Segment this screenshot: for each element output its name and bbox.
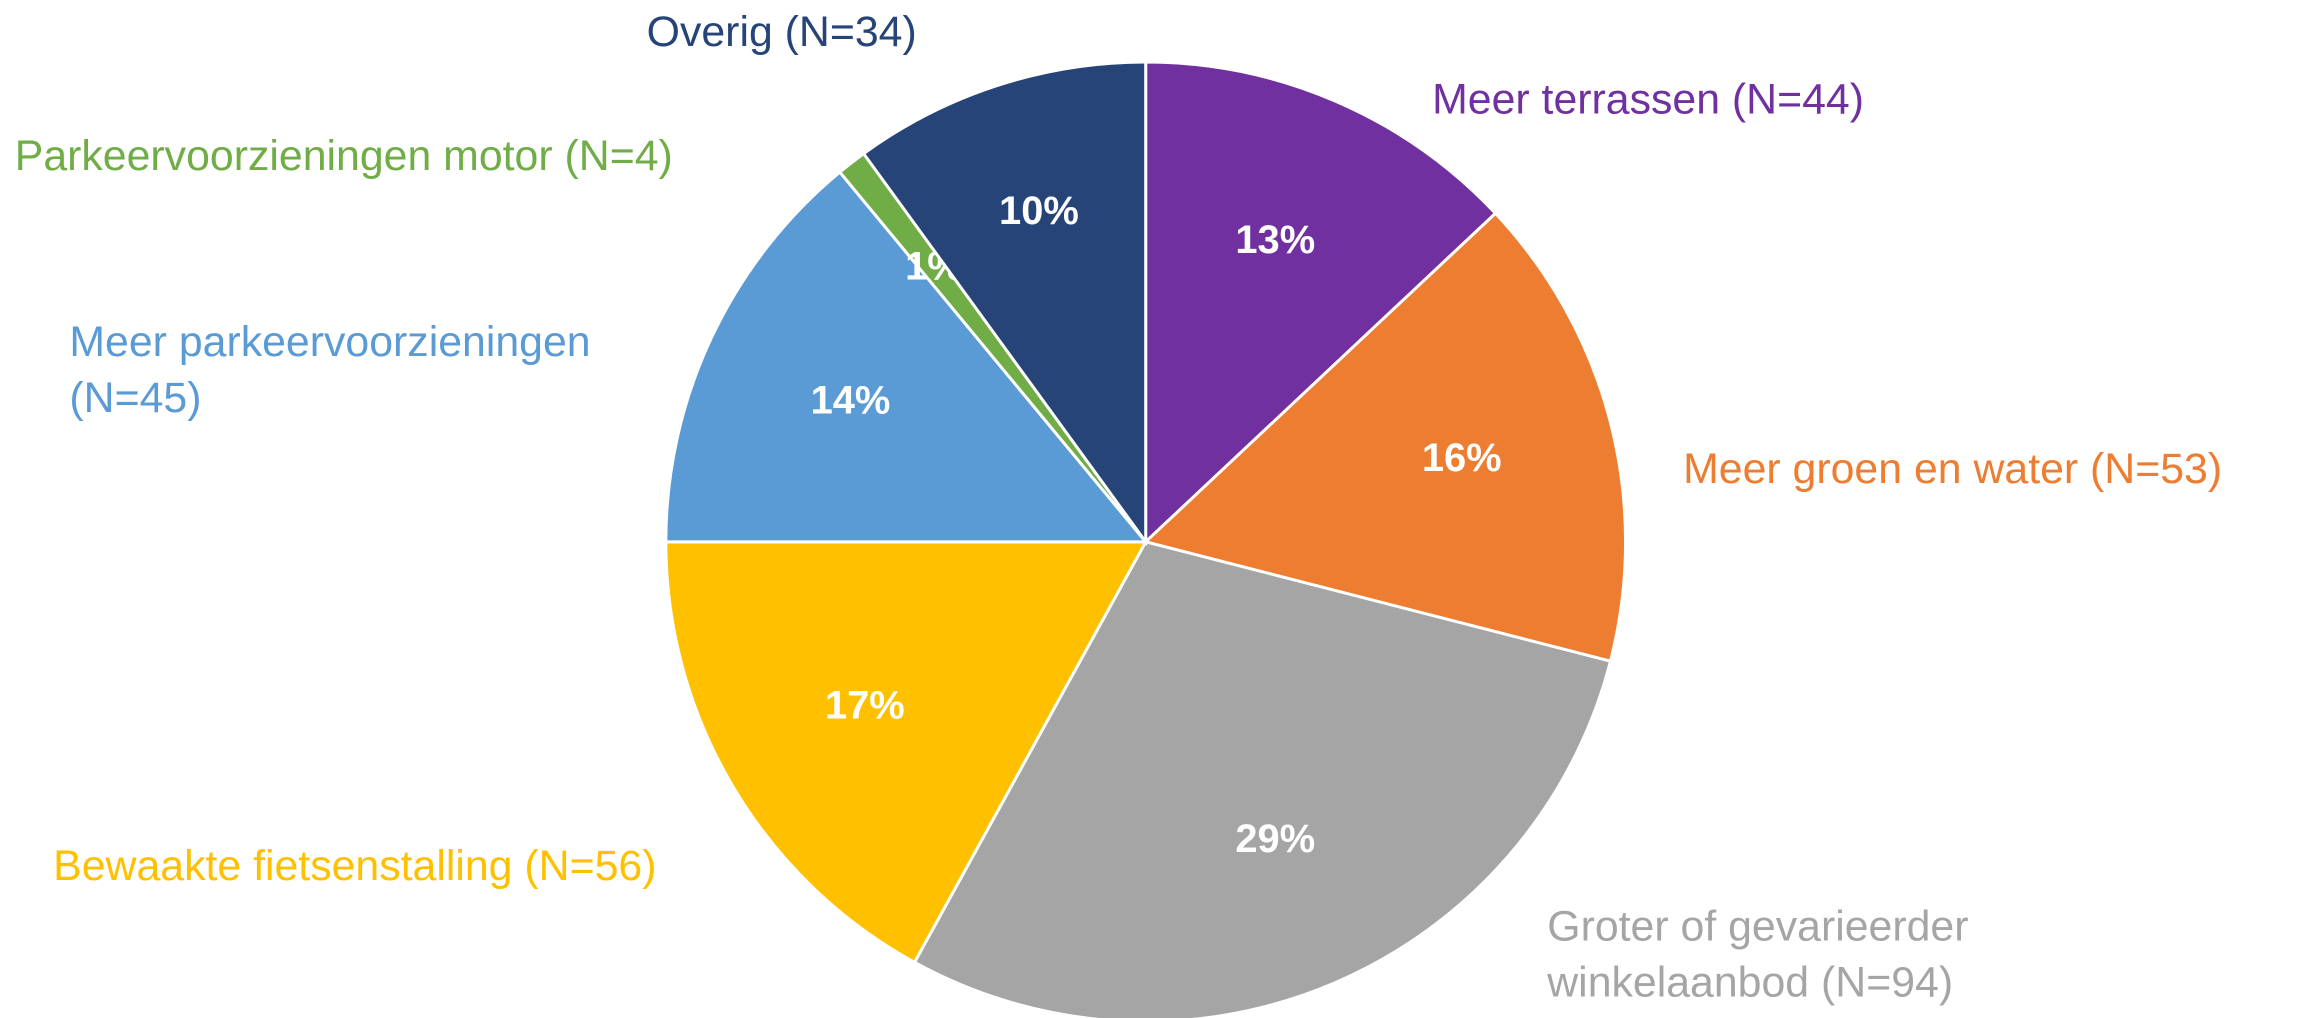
slice-percent-label: 14% [811,378,891,422]
slice-category-label: Meer groen en water (N=53) [1683,445,2223,494]
slice-percent-label: 29% [1235,817,1315,861]
slice-percent-label: 10% [999,189,1079,233]
pie-slice [912,540,1613,1018]
slice-category-label: Meer terrassen (N=44) [1432,76,1865,125]
slice-category-label: Groter of gevarieerder winkelaanbod (N=9… [1547,903,1969,1007]
slice-percent-label: 17% [825,683,905,727]
pie-slice [1144,60,1498,546]
pie-slice [664,540,1149,965]
pie-slice [664,170,1149,544]
slice-category-label: Parkeervoorzieningen motor (N=4) [14,132,673,181]
slice-category-label: Overig (N=34) [646,8,917,57]
slice-percent-label: 13% [1235,218,1315,262]
slice-category-label: Bewaakte fietsenstalling (N=56) [53,843,657,891]
slice-percent-label: 16% [1422,436,1502,480]
slice-category-label: Meer parkeervoorzieningen (N=45) [69,318,591,423]
pie-slice [861,60,1148,547]
pie-slice [1142,211,1627,663]
